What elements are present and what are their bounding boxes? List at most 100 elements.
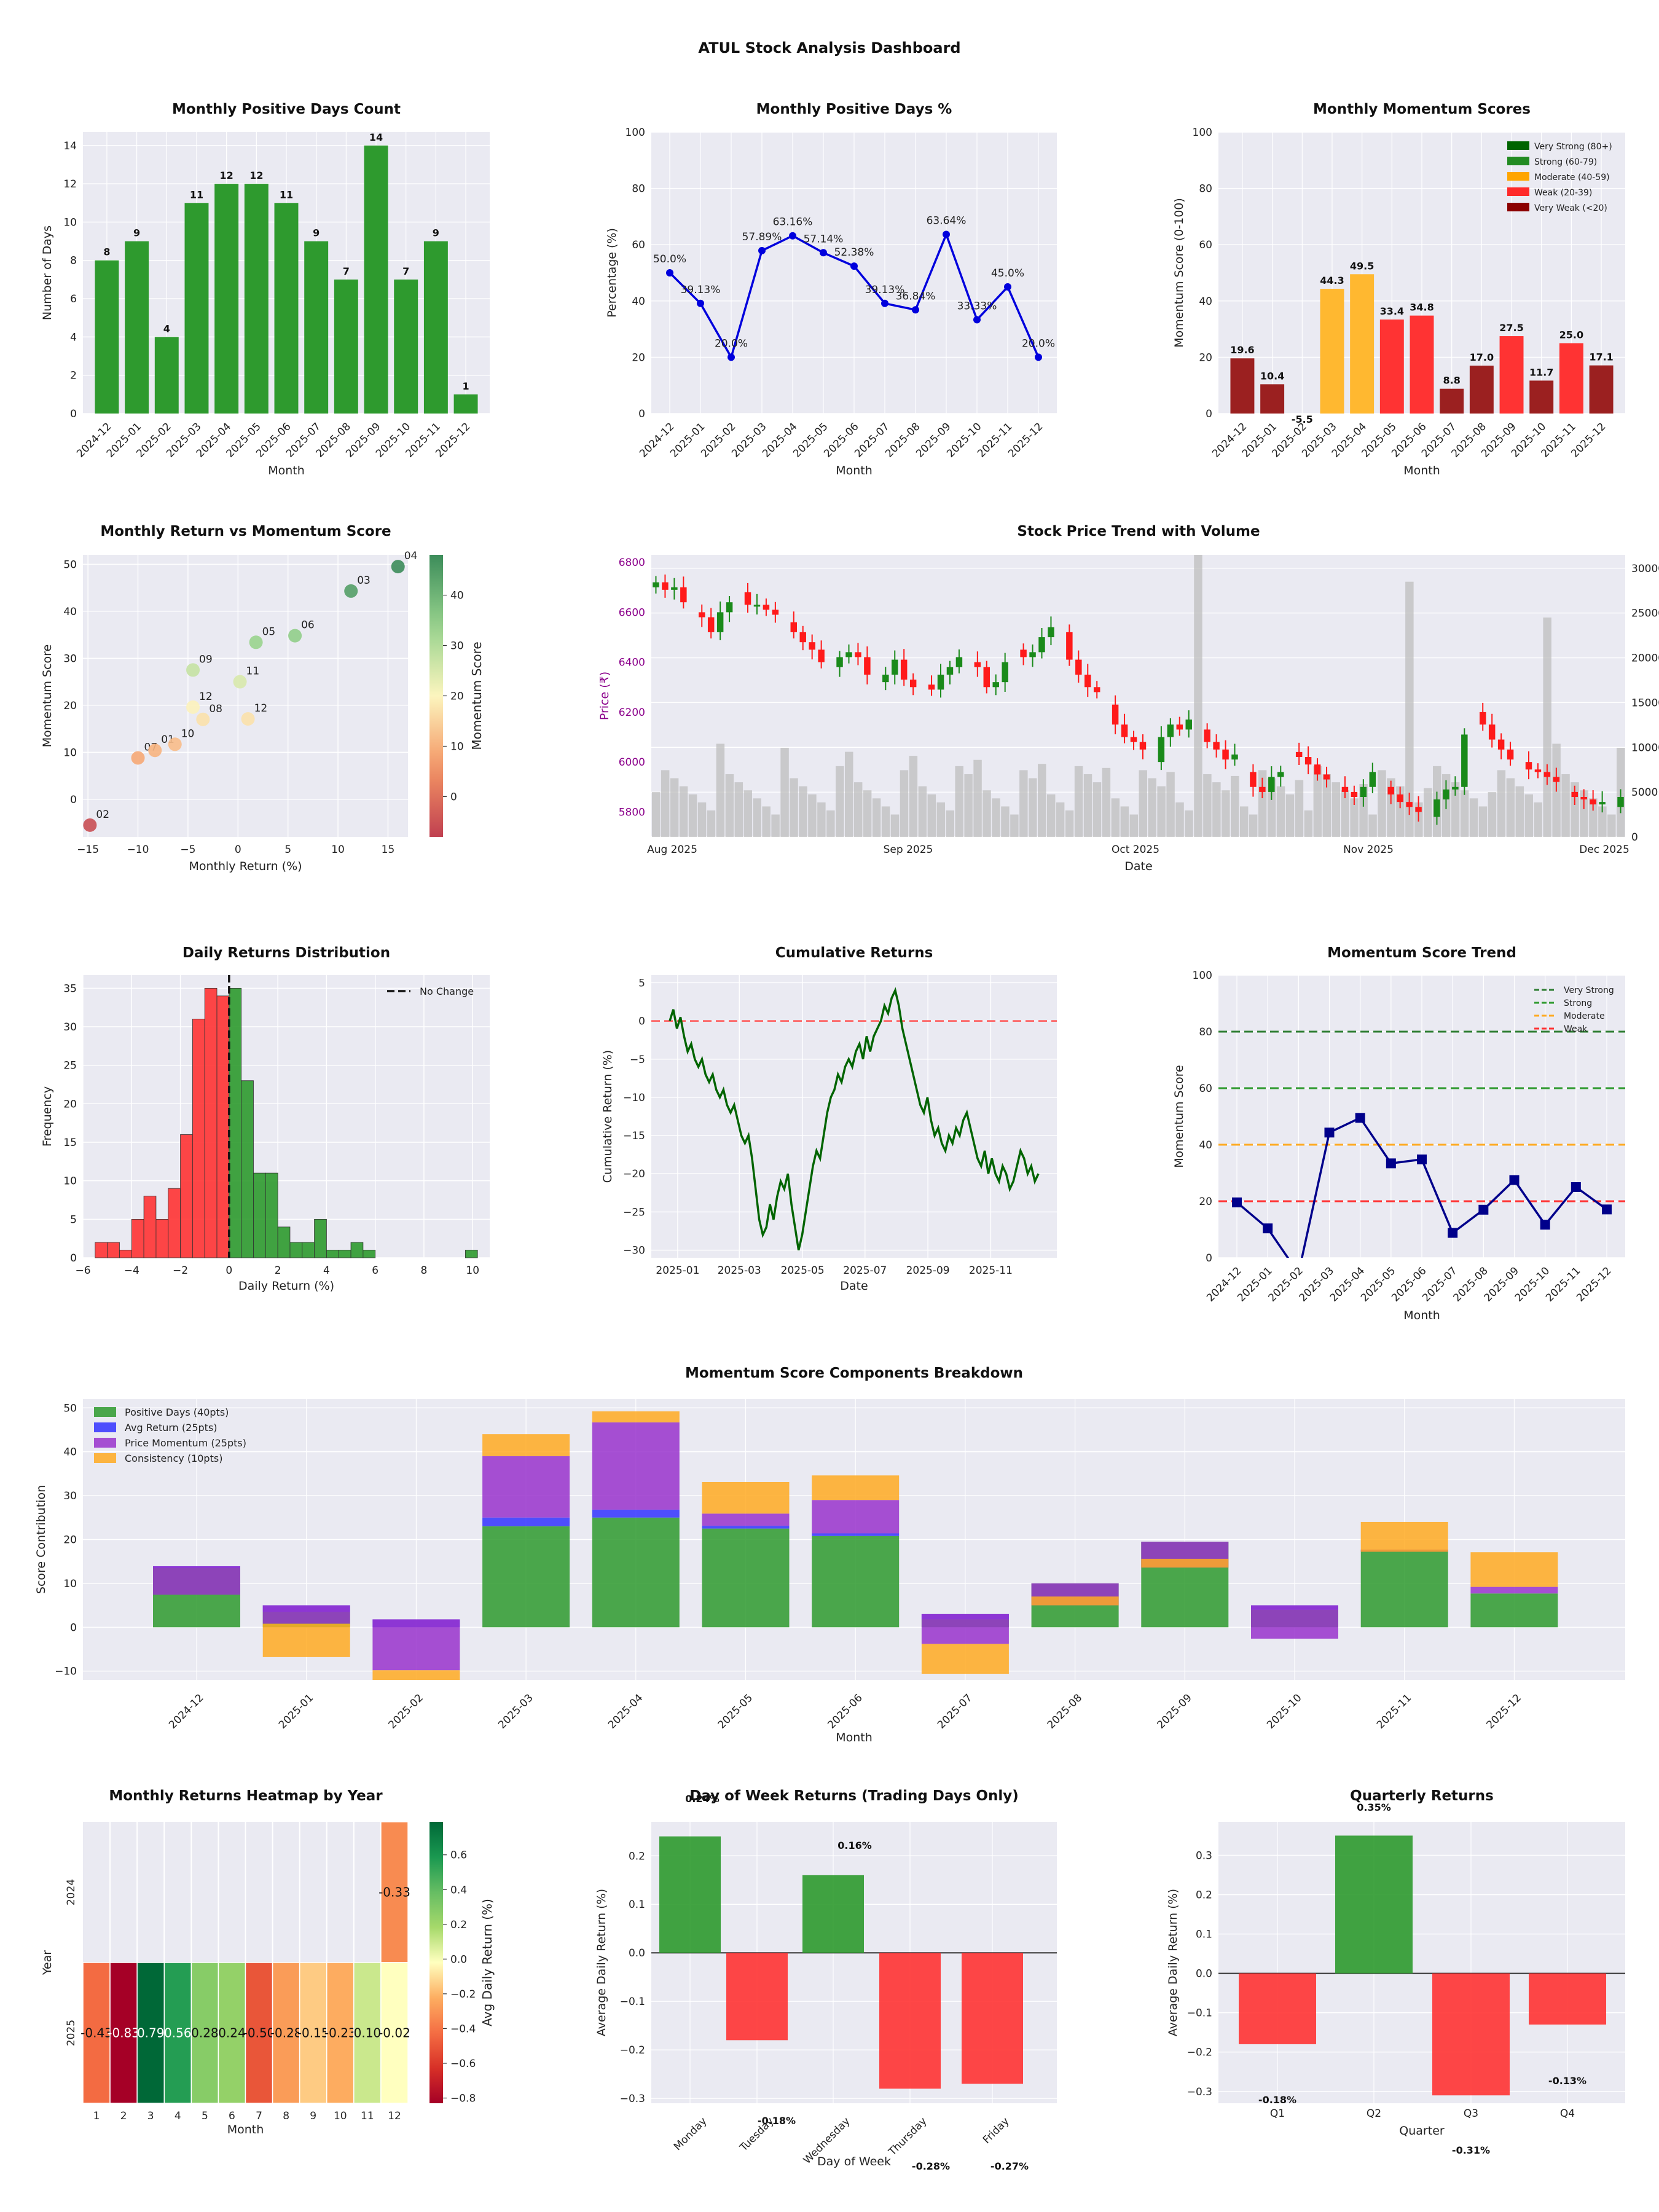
- returns-distribution-histogram-bar: [95, 1242, 108, 1258]
- price-volume-candle-body: [1571, 791, 1578, 798]
- momentum-trend-ytick-label: 40: [1199, 1139, 1212, 1151]
- components-breakdown-segment: [921, 1644, 1009, 1674]
- price-volume-y2tick-label: 0: [1631, 831, 1638, 844]
- price-volume-volume-bar: [1212, 782, 1221, 837]
- price-volume-volume-bar: [1304, 810, 1313, 837]
- cumulative-returns-chart: −30 −25 −20 −15 −10 −5 0 5 2025-01 2025-03 2025-05…: [601, 945, 1057, 1293]
- return-vs-momentum-point-label: 09: [199, 653, 213, 665]
- return-vs-momentum-point: [344, 584, 358, 598]
- day-of-week-data-label: 0.24%: [685, 1793, 720, 1805]
- quarterly-ytick-label: 0.2: [1196, 1889, 1212, 1902]
- returns-distribution-legend-label: No Change: [420, 986, 474, 997]
- returns-distribution-ytick-label: 5: [70, 1214, 77, 1226]
- momentum-scores-legend-label: Moderate (40-59): [1534, 173, 1610, 182]
- price-volume-volume-bar: [1102, 767, 1111, 837]
- positive-days-pct-title: Monthly Positive Days %: [756, 101, 952, 117]
- components-breakdown-segment: [1031, 1596, 1119, 1606]
- price-volume-candle-body: [1452, 786, 1459, 790]
- positive-days-pct-point: [697, 299, 704, 307]
- cumulative-returns-ytick-label: −10: [623, 1092, 645, 1104]
- components-breakdown-chart: −10 0 10 20 30 40 50 2024-12 2025-01 2025-02 2025-…: [34, 1365, 1625, 1744]
- price-volume-candle-body: [699, 612, 705, 618]
- returns-distribution-ytick-label: 35: [63, 982, 77, 995]
- momentum-trend-chart: 0 20 40 60 80 100 Very Strong Strong Moderate Wea…: [1172, 945, 1625, 1322]
- returns-distribution-ytick-label: 0: [70, 1252, 77, 1265]
- components-breakdown-segment: [1470, 1552, 1558, 1587]
- momentum-scores-data-label: 19.6: [1230, 344, 1254, 356]
- heatmap-xtick-label: 8: [283, 2110, 289, 2122]
- returns-distribution-histogram-bar: [277, 1226, 291, 1258]
- price-volume-candle-body: [1112, 704, 1119, 725]
- momentum-trend-ytick-label: 100: [1193, 970, 1212, 982]
- return-vs-momentum-colorbar-tick-label: 0: [450, 791, 457, 803]
- price-volume-candle-body: [1048, 627, 1054, 638]
- price-volume-volume-bar: [964, 774, 973, 837]
- heatmap-colorbar-tick-label: 0.4: [450, 1884, 467, 1896]
- price-volume-y-axis-label: Price (₹): [598, 672, 611, 720]
- price-volume-y2tick-label: 10000: [1631, 742, 1659, 754]
- price-volume-volume-bar: [973, 759, 982, 837]
- price-volume-volume-bar: [1488, 792, 1497, 837]
- returns-distribution-xtick-label: −6: [75, 1265, 90, 1277]
- price-volume-candle-body: [1259, 786, 1266, 792]
- day-of-week-bar: [802, 1875, 864, 1953]
- price-volume-candle-body: [790, 622, 798, 632]
- quarterly-ytick-label: 0.3: [1196, 1849, 1212, 1862]
- components-breakdown-segment: [702, 1513, 790, 1526]
- components-breakdown-legend-swatch: [94, 1407, 116, 1417]
- return-vs-momentum-ytick-label: 20: [63, 700, 77, 712]
- heatmap-xtick-label: 7: [256, 2110, 262, 2122]
- return-vs-momentum-xtick-label: −15: [77, 844, 99, 856]
- components-breakdown-segment: [482, 1434, 570, 1456]
- components-breakdown-segment: [1360, 1521, 1448, 1552]
- price-volume-volume-bar: [1056, 802, 1065, 837]
- price-volume-candle-body: [1222, 749, 1229, 760]
- positive-days-count-ytick-label: 4: [70, 331, 77, 343]
- day-of-week-title: Day of Week Returns (Trading Days Only): [689, 1788, 1019, 1804]
- price-volume-volume-bar: [780, 748, 789, 837]
- price-volume-candle-body: [1323, 774, 1330, 780]
- components-breakdown-segment: [1251, 1605, 1338, 1639]
- heatmap-xtick-label: 9: [310, 2110, 316, 2122]
- heatmap-cell-label: 0.10: [354, 2026, 382, 2041]
- components-breakdown-segment: [482, 1456, 570, 1518]
- price-volume-candle-body: [726, 602, 733, 613]
- day-of-week-ytick-label: −0.3: [620, 2093, 645, 2105]
- quarterly-title: Quarterly Returns: [1350, 1788, 1494, 1804]
- positive-days-count-data-label: 9: [313, 227, 320, 239]
- positive-days-pct-data-label: 39.13%: [865, 284, 905, 296]
- return-vs-momentum-point-label: 12: [254, 702, 268, 715]
- heatmap-colorbar-tick-label: −0.2: [450, 1988, 476, 2001]
- momentum-trend-legend-label: Weak: [1564, 1024, 1588, 1034]
- quarterly-ytick-label: −0.2: [1187, 2047, 1212, 2059]
- price-volume-volume-bar: [1313, 766, 1322, 837]
- heatmap-xtick-label: 4: [175, 2110, 181, 2122]
- day-of-week-ytick-label: −0.1: [620, 1996, 645, 2008]
- price-volume-volume-bar: [1598, 806, 1607, 837]
- components-breakdown-segment: [702, 1481, 790, 1514]
- momentum-scores-ytick-label: 100: [1193, 127, 1212, 139]
- momentum-scores-bar: [1469, 366, 1494, 414]
- momentum-scores-data-label: 27.5: [1499, 322, 1523, 334]
- price-volume-y2tick-label: 20000: [1631, 653, 1659, 665]
- returns-distribution-xtick-label: 2: [275, 1265, 281, 1277]
- return-vs-momentum-colorbar: [429, 555, 443, 837]
- cumulative-returns-xtick-label: 2025-03: [718, 1265, 761, 1277]
- price-volume-volume-bar: [1065, 810, 1074, 837]
- price-volume-candle-body: [946, 667, 954, 675]
- price-volume-candle-body: [836, 657, 843, 667]
- day-of-week-data-label: -0.28%: [912, 2160, 950, 2172]
- momentum-scores-bar: [1589, 365, 1614, 414]
- components-breakdown-segment: [812, 1500, 900, 1534]
- quarterly-ytick-label: −0.1: [1187, 2007, 1212, 2020]
- quarterly-bar: [1239, 1973, 1316, 2044]
- momentum-trend-legend-label: Strong: [1564, 998, 1592, 1008]
- return-vs-momentum-xtick-label: 15: [382, 844, 395, 856]
- heatmap-cell: [245, 1962, 273, 2104]
- components-breakdown-segment: [1470, 1586, 1558, 1594]
- components-breakdown-xtick-label: 2025-05: [716, 1692, 755, 1731]
- price-volume-candle-body: [1038, 637, 1045, 653]
- price-volume-candle-body: [818, 649, 825, 662]
- momentum-trend-point: [1355, 1113, 1365, 1123]
- components-breakdown-legend-swatch: [94, 1453, 116, 1463]
